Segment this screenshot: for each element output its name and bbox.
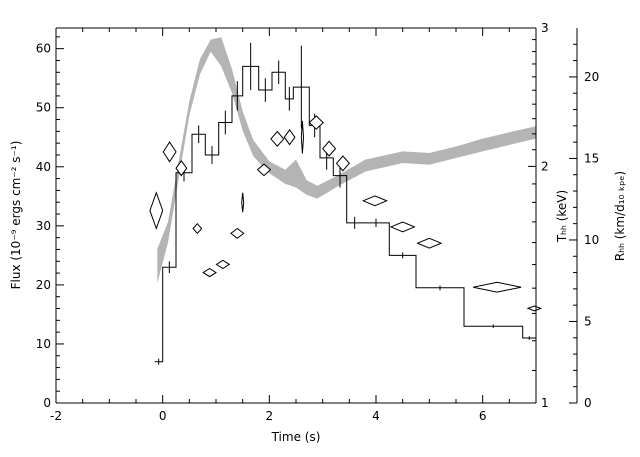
x-tick-label: 2 [266, 409, 274, 423]
radius-diamond [270, 130, 285, 147]
x-tick-label: 0 [159, 409, 167, 423]
y-axis-title-left: Flux (10⁻⁹ ergs cm⁻² s⁻¹) [9, 141, 23, 290]
radius-tick-label: 0 [584, 396, 592, 410]
radius-diamond [202, 267, 217, 278]
flux-step-line [154, 65, 536, 363]
radius-axis-title: Rₕₕ (km/d₁₀ ₖₚₑ) [613, 171, 627, 261]
radius-tick-label: 5 [584, 314, 592, 328]
radius-diamond [308, 115, 324, 130]
radius-tick-label: 10 [584, 233, 599, 247]
radius-diamond [361, 195, 389, 207]
x-tick-label: 6 [479, 409, 487, 423]
radius-diamond [322, 140, 337, 157]
x-axis-title: Time (s) [271, 430, 321, 444]
radius-diamond [230, 227, 245, 239]
y-tick-label: 20 [36, 278, 51, 292]
radius-diamond [300, 120, 305, 154]
y-tick-label: 40 [36, 160, 51, 174]
radius-diamond [192, 222, 203, 235]
radius-diamond [416, 237, 443, 249]
y-tick-label: 30 [36, 219, 51, 233]
temperature-tick-label: 1 [541, 396, 549, 410]
radius-diamond [149, 191, 164, 230]
radius-diamond [526, 305, 543, 312]
radius-diamond [472, 281, 522, 293]
y-tick-label: 10 [36, 337, 51, 351]
radius-diamond [175, 160, 188, 177]
radius-diamond [215, 259, 231, 270]
radius-diamond-layer [149, 115, 543, 312]
radius-diamond [162, 141, 177, 163]
radius-diamond [256, 163, 272, 177]
flux-step-layer [154, 42, 536, 365]
plot-frame [55, 27, 578, 404]
y-tick-label: 60 [36, 42, 51, 56]
radius-tick-label: 20 [584, 70, 599, 84]
temperature-tick-label: 3 [541, 21, 549, 35]
x-tick-label: 4 [372, 409, 380, 423]
y-tick-label: 50 [36, 101, 51, 115]
temperature-tick-label: 2 [541, 159, 549, 173]
radius-tick-label: 15 [584, 151, 599, 165]
radius-diamond [241, 192, 245, 213]
radius-diamond [283, 129, 296, 146]
temperature-axis-title: Tₕₕ (keV) [555, 190, 569, 243]
y-tick-label: 0 [43, 396, 51, 410]
x-tick-label: -2 [50, 409, 62, 423]
radius-diamond [389, 221, 416, 233]
radius-diamond [335, 155, 350, 172]
